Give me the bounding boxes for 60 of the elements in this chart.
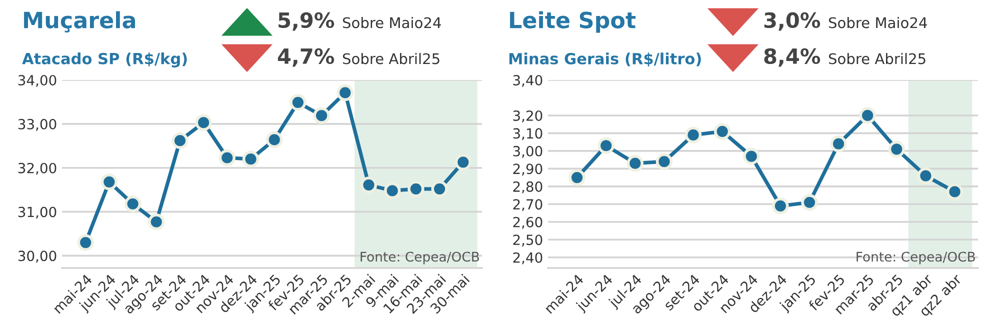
point — [568, 169, 586, 186]
point — [888, 140, 905, 158]
text: 8,4% — [764, 48, 820, 67]
point — [77, 234, 94, 251]
point — [384, 182, 401, 200]
y-tick-label: 2,70 — [513, 199, 542, 212]
y-tick-label: 2,90 — [513, 164, 542, 176]
chart-subtitle: Minas Gerais (R$/litro) — [509, 52, 701, 66]
y-tick-label: 2,60 — [513, 216, 542, 229]
annotation: Fonte: Cepea/OCB — [360, 252, 479, 264]
point — [454, 154, 472, 170]
point — [626, 155, 644, 172]
point — [336, 84, 354, 102]
point — [743, 148, 760, 165]
chart-title: Muçarela — [24, 11, 135, 32]
text: Sobre Maio24 — [828, 16, 927, 28]
y-tick-label: 31,00 — [18, 206, 56, 219]
point — [772, 198, 789, 214]
point — [801, 194, 818, 211]
point — [360, 176, 378, 194]
y-tick-label: 30,00 — [18, 250, 56, 263]
y-tick-label: 3,40 — [513, 74, 542, 87]
text: Sobre Abril25 — [828, 52, 926, 64]
text: Sobre Abril25 — [342, 52, 440, 64]
text: 5,9% — [278, 12, 334, 31]
point — [656, 153, 673, 170]
point — [172, 132, 188, 149]
point — [917, 167, 934, 184]
point — [124, 196, 142, 212]
point — [148, 214, 165, 230]
y-tick-label: 3,00 — [513, 146, 542, 158]
point — [195, 114, 212, 131]
point — [218, 149, 236, 166]
point — [684, 126, 702, 144]
annotation: Fonte: Cepea/OCB — [856, 252, 975, 264]
point — [431, 180, 448, 198]
point — [946, 183, 964, 200]
text: Sobre Maio24 — [342, 16, 441, 28]
y-tick-label: 3,20 — [513, 110, 542, 122]
text: 4,7% — [278, 48, 334, 67]
point — [100, 174, 118, 190]
point — [714, 123, 731, 140]
point — [859, 107, 876, 124]
chart-title: Leite Spot — [510, 11, 636, 33]
point — [290, 94, 306, 111]
point — [266, 131, 283, 148]
y-tick-label: 2,40 — [513, 252, 542, 264]
point — [830, 136, 847, 152]
y-tick-label: 33,00 — [18, 118, 56, 131]
point — [408, 180, 424, 198]
y-tick-label: 2,50 — [513, 234, 542, 247]
point — [598, 137, 614, 154]
y-tick-label: 2,80 — [513, 181, 542, 194]
y-tick-label: 34,00 — [18, 74, 56, 87]
y-tick-label: 3,10 — [513, 128, 542, 140]
chart-subtitle: Atacado SP (R$/kg) — [22, 52, 187, 68]
point — [242, 150, 260, 168]
y-tick-label: 32,00 — [18, 162, 56, 175]
point — [313, 107, 330, 124]
text: 3,0% — [764, 12, 820, 31]
